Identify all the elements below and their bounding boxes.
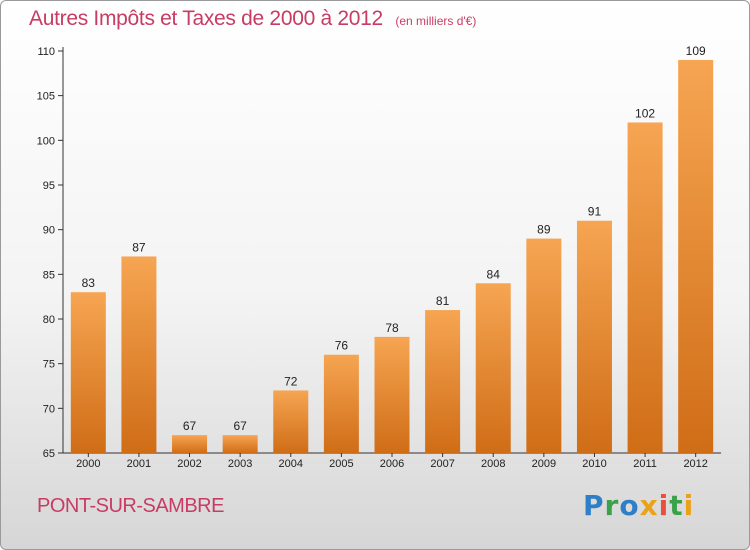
value-label-2002: 67 [183, 419, 197, 433]
y-tick-label: 90 [43, 225, 55, 237]
y-tick-label: 65 [43, 448, 55, 460]
y-tick-label: 100 [37, 135, 55, 147]
x-tick-label-2005: 2005 [329, 458, 353, 470]
bar-2012 [678, 59, 714, 453]
bar-2002 [172, 435, 208, 453]
bar-2001 [121, 256, 157, 453]
value-label-2012: 109 [686, 44, 706, 58]
value-label-2005: 76 [335, 339, 349, 353]
x-tick-label-2001: 2001 [127, 458, 151, 470]
value-label-2011: 102 [635, 106, 655, 120]
chart-title: Autres Impôts et Taxes de 2000 à 2012 [29, 7, 383, 30]
value-label-2009: 89 [537, 223, 551, 237]
chart-title-row: Autres Impôts et Taxes de 2000 à 2012 (e… [29, 7, 476, 31]
bar-2005 [323, 354, 359, 453]
value-label-2004: 72 [284, 374, 298, 388]
y-tick-label: 75 [43, 359, 55, 371]
town-name: PONT-SUR-SAMBRE [37, 495, 224, 517]
y-tick-label: 80 [43, 314, 55, 326]
x-tick-label-2006: 2006 [380, 458, 404, 470]
value-label-2003: 67 [233, 419, 247, 433]
x-tick-label-2000: 2000 [76, 458, 100, 470]
data-labels: 83 87 67 67 72 76 78 81 84 89 91 102 109 [82, 44, 706, 433]
chart-unit-note: (en milliers d'€) [395, 14, 477, 28]
bar-2003 [222, 435, 258, 453]
bar-2009 [526, 238, 562, 453]
y-tick-label: 110 [37, 46, 55, 58]
x-tick-label-2011: 2011 [633, 458, 657, 470]
bar-2010 [576, 220, 612, 453]
proxiti-logo[interactable]: Proxiti [583, 489, 695, 522]
x-tick-label-2004: 2004 [279, 458, 303, 470]
y-tick-label: 85 [43, 269, 55, 281]
value-label-2001: 87 [132, 240, 146, 254]
value-label-2008: 84 [487, 267, 501, 281]
bar-2007 [425, 310, 461, 453]
x-tick-label-2003: 2003 [228, 458, 252, 470]
value-label-2006: 78 [385, 321, 399, 335]
x-tick-label-2010: 2010 [582, 458, 606, 470]
bar-2011 [627, 122, 663, 453]
bar-2004 [273, 390, 309, 453]
y-tick-label: 105 [37, 91, 55, 103]
x-tick-label-2002: 2002 [177, 458, 201, 470]
value-label-2010: 91 [588, 205, 602, 219]
y-tick-label: 95 [43, 180, 55, 192]
bar-2008 [475, 283, 511, 453]
bar-2000 [70, 292, 106, 453]
bars [70, 59, 714, 453]
value-label-2007: 81 [436, 294, 450, 308]
value-label-2000: 83 [82, 276, 96, 290]
x-tick-label-2008: 2008 [481, 458, 505, 470]
y-tick-label: 70 [43, 403, 55, 415]
x-tick-label-2009: 2009 [532, 458, 556, 470]
bar-2006 [374, 336, 410, 453]
x-tick-label-2007: 2007 [430, 458, 454, 470]
x-tick-label-2012: 2012 [683, 458, 707, 470]
